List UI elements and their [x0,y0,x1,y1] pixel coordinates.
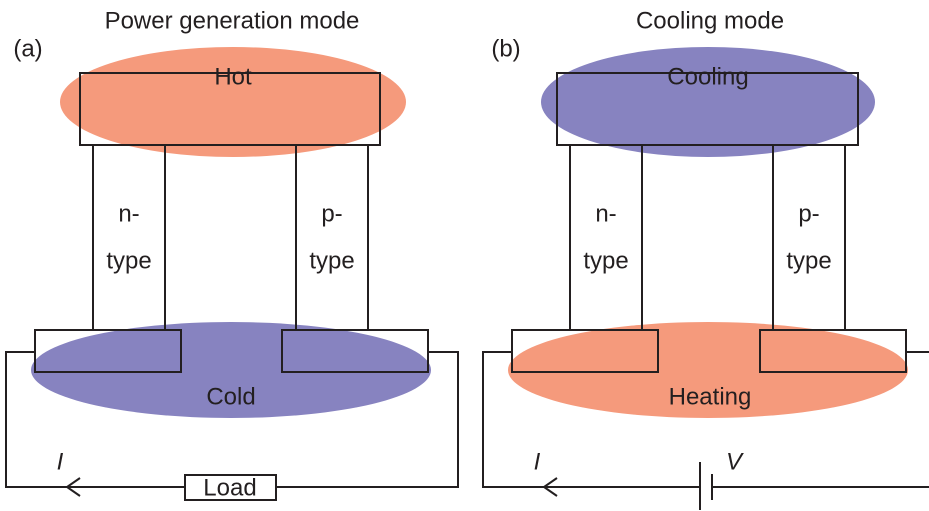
leg-label: n- [595,200,616,227]
leg-label: p- [798,200,819,227]
top-plate [556,72,859,146]
voltage-label: V [726,448,744,475]
top-plate [79,72,381,146]
wire [5,351,185,488]
top-label: Hot [214,63,252,90]
panel-tag: (a) [13,35,42,62]
current-arrow [65,477,81,497]
leg-label: type [106,247,151,274]
wire [276,351,459,488]
panel-title: Power generation mode [105,7,360,34]
top-label: Cooling [667,63,748,90]
current-label: I [57,448,64,475]
bottom-label: Cold [206,383,255,410]
heating-reservoir [508,322,908,418]
bottom-label: Heating [669,383,752,410]
cold-reservoir [31,322,431,418]
p-leg [772,144,846,331]
load-label: Load [203,474,256,501]
n-leg [569,144,643,331]
p-leg [295,144,369,331]
panel-title: Cooling mode [636,7,784,34]
current-label: I [534,448,541,475]
current-arrow [542,477,558,497]
cooling-reservoir [541,47,875,157]
panel-tag: (b) [491,35,520,62]
panel-a: Power generation mode (a) Hot Cold n- ty… [5,7,459,501]
leg-label: type [786,247,831,274]
n-leg [92,144,166,331]
wire [482,351,700,488]
load-box [184,474,277,501]
leg-label: type [309,247,354,274]
panel-b: Cooling mode (b) Cooling Heating n- type… [482,7,929,510]
leg-label: type [583,247,628,274]
hot-reservoir [60,47,406,157]
leg-label: n- [118,200,139,227]
leg-label: p- [321,200,342,227]
